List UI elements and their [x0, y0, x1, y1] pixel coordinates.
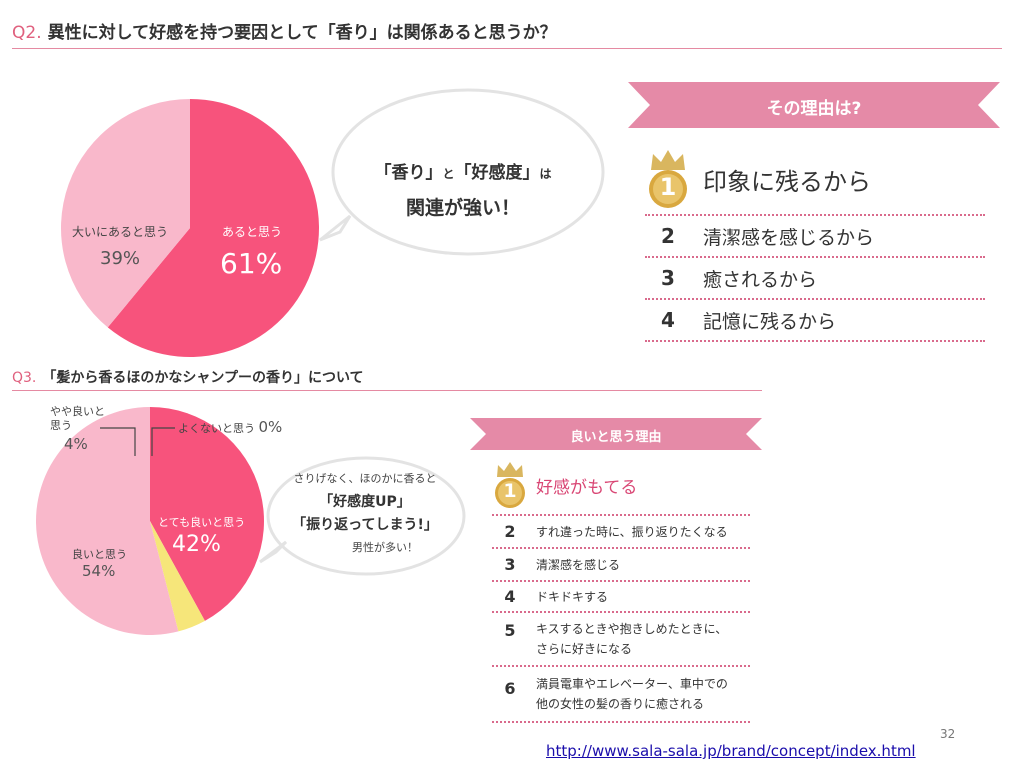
q2-pct-agree: 61% — [220, 247, 283, 280]
pie-slice-agree — [107, 99, 319, 357]
q3-reason-5-text2: さらに好きになる — [536, 642, 633, 656]
crown-medal-icon: 1 — [645, 148, 691, 210]
q2-bubble-strong: 関連が強い！ — [405, 197, 520, 219]
q2-reason-1-text: 印象に残るから — [703, 167, 871, 196]
q2-reason-2-rank: 2 — [661, 224, 675, 248]
q3-reason-5-rank: 5 — [504, 621, 516, 640]
q3-title: Q3. 「髪から香るほのかなシャンプーの香り」について — [12, 367, 364, 387]
q3-label-bad: よくないと思う 0% — [178, 418, 282, 436]
q3-reason-3: 3 清潔感を感じる — [492, 549, 750, 582]
q2-reason-4: 4 記憶に残るから — [645, 300, 985, 342]
q3-pct-slight: 4% — [64, 435, 88, 453]
q3-reason-list: 1 好感がもてる 2 すれ違った時に、振り返りたくなる 3 清潔感を感じる 4 … — [492, 456, 750, 723]
q3-bubble-line3: 「振り返ってしまう!」 — [292, 517, 438, 533]
q3-reason-1: 1 好感がもてる — [492, 456, 750, 516]
q2-reason-1-rank: 1 — [659, 173, 677, 201]
q2-reason-banner: その理由は? — [628, 82, 1000, 128]
q2-label-strongly-agree: 大いにあると思う — [72, 225, 169, 239]
q3-reason-3-text: 清潔感を感じる — [536, 558, 621, 572]
q2-pct-strongly-agree: 39% — [100, 248, 141, 269]
q2-reason-2-text: 清潔感を感じるから — [703, 226, 875, 249]
pie-slice-slightly-good — [150, 521, 205, 632]
q3-pct-good: 54% — [82, 562, 116, 580]
q2-reason-4-text: 記憶に残るから — [703, 310, 837, 333]
q2-title: Q2. 異性に対して好感を持つ要因として「香り」は関係あると思うか？ — [12, 18, 557, 43]
q2-reason-1: 1 印象に残るから — [645, 144, 985, 216]
q3-bubble-line4: 男性が多い！ — [352, 541, 418, 554]
q3-pct-bad: 0% — [258, 418, 283, 436]
q3-divider — [12, 390, 762, 391]
q3-reason-4-rank: 4 — [504, 587, 516, 606]
q3-speech-bubble — [259, 456, 466, 576]
crown-medal-icon: 1 — [492, 460, 528, 510]
q2-divider — [12, 48, 1002, 49]
q3-label-slight-line2: 思う — [50, 419, 72, 432]
q2-bubble-to: と — [442, 167, 455, 181]
pie-slice-very-good — [150, 407, 265, 621]
q3-number: Q3. — [12, 370, 37, 386]
q2-pie-chart — [60, 99, 319, 357]
q3-reason-4: 4 ドキドキする — [492, 582, 750, 613]
q3-reason-2-rank: 2 — [504, 522, 516, 541]
q3-pie-chart — [36, 407, 265, 635]
q2-bubble-koukando: 「好感度」 — [454, 163, 540, 183]
q2-banner-text: その理由は? — [766, 99, 862, 119]
q3-pct-very-good: 42% — [172, 532, 221, 557]
q3-reason-6: 6 満員電車やエレベーター、車中での 他の女性の髪の香りに癒される — [492, 667, 750, 723]
q3-reason-6-rank: 6 — [504, 679, 516, 698]
q3-reason-6-text: 満員電車やエレベーター、車中での — [536, 677, 728, 691]
q3-reason-1-text: 好感がもてる — [536, 477, 638, 498]
q2-label-agree: あると思う — [222, 225, 283, 239]
q3-bubble-line1: さりげなく、ほのかに香ると — [293, 472, 437, 485]
pie-slice-strongly-agree — [60, 99, 190, 328]
q2-speech-bubble — [319, 88, 605, 256]
q3-reason-3-rank: 3 — [504, 555, 516, 574]
page-number: 32 — [940, 727, 956, 741]
q2-reason-3: 3 癒されるから — [645, 258, 985, 300]
q2-number: Q2. — [12, 23, 42, 43]
q3-bubble-line2: 「好感度UP」 — [319, 494, 411, 510]
q2-reason-4-rank: 4 — [661, 308, 675, 332]
q3-banner-text: 良いと思う理由 — [570, 430, 662, 445]
q2-reason-3-rank: 3 — [661, 266, 675, 290]
q3-reason-2: 2 すれ違った時に、振り返りたくなる — [492, 516, 750, 549]
source-link[interactable]: http://www.sala-sala.jp/brand/concept/in… — [546, 742, 916, 760]
q3-leader-lines — [100, 427, 175, 456]
q2-reason-2: 2 清潔感を感じるから — [645, 216, 985, 258]
pie-slice-good — [36, 407, 179, 635]
q3-label-good: 良いと思う — [72, 548, 127, 561]
q2-reason-list: 1 印象に残るから 2 清潔感を感じるから 3 癒されるから 4 記憶に残るから — [645, 144, 985, 342]
q3-reason-2-text: すれ違った時に、振り返りたくなる — [536, 525, 728, 539]
q3-reason-5-text: キスするときや抱きしめたときに、 — [536, 622, 728, 636]
q3-label-slight: やや良いと 思う — [50, 405, 105, 433]
q3-reason-5: 5 キスするときや抱きしめたときに、 さらに好きになる — [492, 613, 750, 667]
q3-label-very-good: とても良いと思う — [158, 516, 246, 529]
q3-reason-6-text2: 他の女性の髪の香りに癒される — [536, 697, 705, 711]
q2-reason-3-text: 癒されるから — [703, 268, 818, 291]
q3-reason-4-text: ドキドキする — [536, 590, 609, 604]
q2-bubble-text: 「香り」と「好感度」は 関連が強い！ — [338, 158, 588, 220]
q2-title-text: 異性に対して好感を持つ要因として「香り」は関係あると思うか？ — [47, 23, 557, 43]
q3-bubble-text: さりげなく、ほのかに香ると 「好感度UP」 「振り返ってしまう!」 男性が多い！ — [270, 470, 460, 555]
q3-reason-1-rank: 1 — [503, 480, 517, 502]
q2-bubble-kaori: 「香り」 — [374, 163, 443, 183]
q3-label-bad-text: よくないと思う — [178, 422, 255, 435]
q3-reason-banner: 良いと思う理由 — [470, 418, 762, 450]
q3-label-slight-line1: やや良いと — [50, 405, 105, 418]
q3-title-text: 「髪から香るほのかなシャンプーの香り」について — [42, 370, 364, 386]
q2-bubble-ha: は — [539, 167, 552, 181]
